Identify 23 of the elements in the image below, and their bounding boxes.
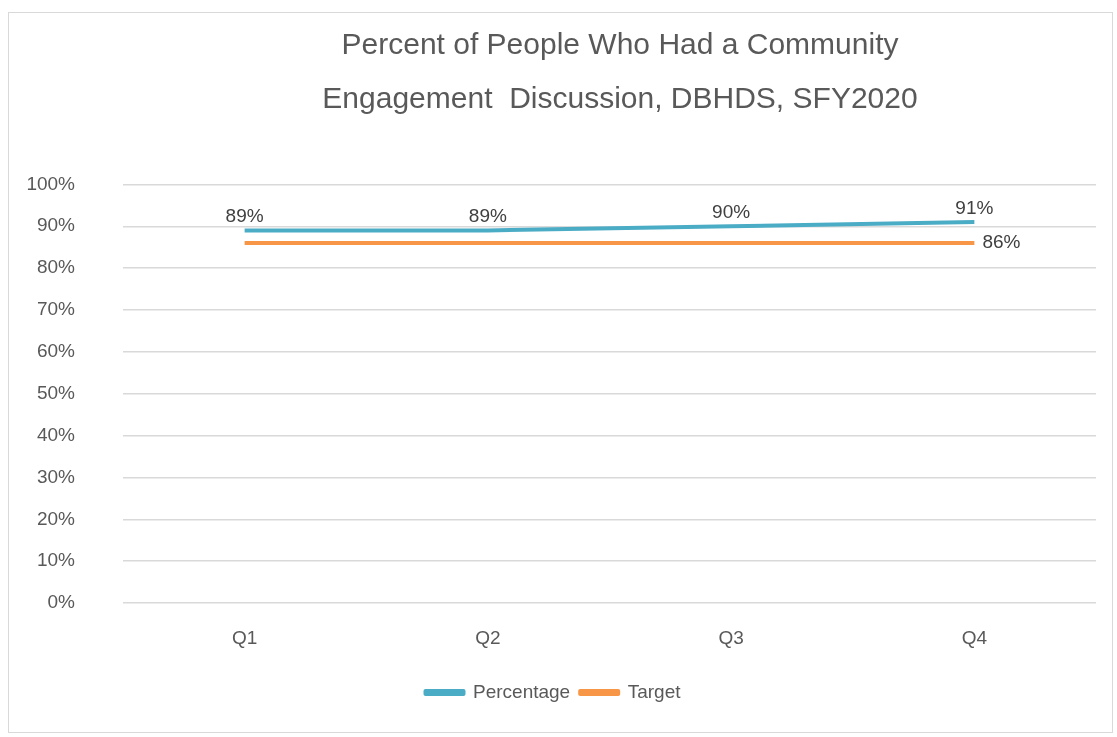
x-tick-label: Q4 — [961, 626, 988, 648]
x-tick-label: Q3 — [718, 626, 744, 648]
legend-label: Percentage — [473, 680, 571, 702]
y-tick-label: 70% — [36, 298, 76, 320]
data-label: 90% — [712, 200, 751, 222]
x-tick-label: Q2 — [475, 626, 501, 648]
legend-label: Target — [627, 680, 682, 702]
y-tick-label: 50% — [36, 381, 76, 403]
y-tick-label: 0% — [47, 591, 76, 613]
y-tick-label: 90% — [36, 214, 76, 236]
y-tick-label: 100% — [26, 172, 76, 194]
data-label: 86% — [982, 231, 1021, 253]
y-tick-label: 80% — [36, 256, 76, 278]
y-tick-label: 10% — [36, 549, 76, 571]
data-label: 89% — [225, 205, 264, 227]
y-tick-label: 60% — [36, 340, 76, 362]
y-tick-label: 30% — [36, 465, 76, 487]
data-label: 89% — [468, 205, 507, 227]
data-label: 91% — [955, 196, 994, 218]
y-tick-label: 20% — [36, 507, 76, 529]
chart-title: Percent of People Who Had a Community Engagement Discussion, DBHDS, SFY2020 — [321, 26, 919, 116]
y-tick-label: 40% — [36, 423, 76, 445]
x-tick-label: Q1 — [231, 626, 258, 648]
